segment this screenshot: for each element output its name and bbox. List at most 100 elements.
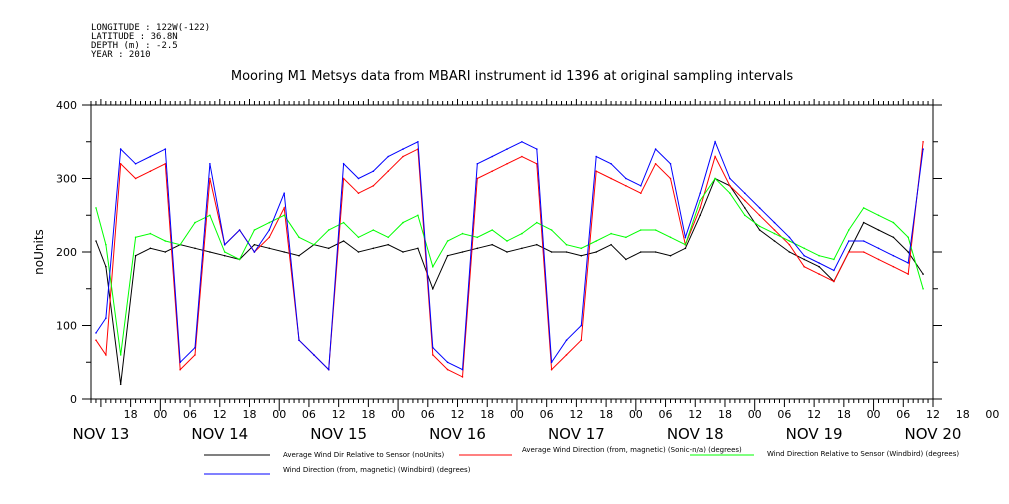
chart-title: Mooring M1 Metsys data from MBARI instru… — [231, 69, 793, 84]
x-day-label: NOV 13 — [72, 425, 129, 443]
series-3-point — [223, 251, 226, 253]
series-3-point — [119, 354, 122, 356]
series-1-point — [119, 383, 122, 386]
series-4-point — [580, 324, 583, 327]
legend-label-2: Average Wind Direction (from, magnetic) … — [522, 446, 742, 454]
series-2-point — [714, 155, 716, 158]
series-3-point — [565, 243, 568, 246]
series-1-point — [699, 214, 701, 217]
series-4-point — [298, 339, 300, 342]
series-3-point — [179, 243, 181, 246]
series-2-point — [610, 177, 612, 180]
series-4-point — [803, 254, 805, 257]
series-4-point — [862, 240, 865, 242]
x-day-label: NOV 14 — [191, 425, 248, 443]
series-3-point — [461, 232, 464, 235]
series-1-point — [298, 254, 300, 257]
series-3-point — [744, 214, 746, 217]
series-2-point — [862, 251, 865, 253]
series-3-point — [164, 240, 167, 242]
series-3-point — [669, 236, 672, 239]
series-3-point — [105, 243, 107, 246]
series-4-point — [654, 148, 657, 150]
series-3-point — [327, 229, 330, 231]
series-2-point — [446, 368, 449, 371]
series-layer — [95, 140, 924, 386]
x-hour-label: 00 — [153, 408, 167, 421]
series-1-point — [536, 243, 538, 246]
series-line-2 — [95, 141, 924, 378]
series-4-point — [105, 317, 107, 319]
series-1-point — [788, 251, 791, 253]
x-hour-label: 06 — [777, 408, 791, 421]
x-hour-label: 12 — [926, 408, 940, 421]
series-3-point — [610, 232, 612, 235]
series-4-point — [283, 192, 286, 194]
series-3-point — [684, 243, 687, 246]
series-4-point — [536, 148, 538, 150]
x-hour-label: 18 — [242, 408, 256, 421]
series-3-point — [268, 221, 271, 224]
series-2-point — [491, 170, 494, 172]
series-4-point — [179, 361, 181, 364]
y-tick-label: 200 — [56, 246, 77, 259]
x-hour-label: 12 — [807, 408, 821, 421]
series-2-point — [744, 199, 746, 202]
series-4-point — [342, 163, 345, 165]
series-4-point — [565, 339, 568, 342]
series-1-point — [744, 207, 746, 209]
x-hour-label: 00 — [629, 408, 643, 421]
series-2-point — [387, 170, 390, 172]
x-hour-label: 18 — [361, 408, 375, 421]
metadata-year: YEAR : 2010 — [91, 50, 151, 60]
x-hour-label: 18 — [837, 408, 851, 421]
series-2-point — [164, 163, 167, 165]
series-line-3 — [95, 177, 924, 355]
series-3-point — [149, 232, 152, 235]
series-4-point — [461, 368, 464, 371]
series-4-point — [788, 236, 791, 239]
x-hour-label: 00 — [985, 408, 999, 421]
series-1-point — [669, 254, 672, 257]
series-2-point — [432, 354, 434, 356]
x-hour-label: 12 — [213, 408, 227, 421]
series-2-point — [922, 141, 924, 143]
x-hour-label: 06 — [896, 408, 910, 421]
series-4-point — [922, 148, 924, 150]
legend-label-4: Wind Direction (from, magnetic) (Windbir… — [283, 466, 471, 474]
series-3-point — [788, 240, 791, 242]
x-hour-label: 12 — [332, 408, 346, 421]
series-1-point — [209, 251, 211, 253]
series-1-point — [818, 265, 820, 268]
series-1-point — [342, 240, 345, 242]
series-1-point — [565, 251, 568, 253]
x-day-label: NOV 19 — [786, 425, 843, 443]
x-hour-label: 18 — [480, 408, 494, 421]
series-4-point — [684, 236, 687, 239]
x-hour-label: 06 — [183, 408, 197, 421]
y-tick-label: 0 — [70, 393, 77, 406]
series-4-point — [164, 148, 167, 150]
series-2-point — [580, 339, 583, 342]
series-2-point — [640, 192, 642, 194]
x-hour-label: 12 — [451, 408, 465, 421]
series-4-point — [550, 361, 553, 364]
series-1-point — [773, 240, 776, 242]
metadata-latitude: LATITUDE : 36.8N — [91, 32, 178, 42]
x-hour-label: 06 — [540, 408, 554, 421]
series-4-point — [699, 192, 701, 194]
series-3-point — [446, 240, 449, 242]
series-4-point — [595, 155, 597, 158]
series-1-point — [194, 247, 196, 250]
series-4-point — [119, 148, 122, 150]
series-4-point — [432, 346, 434, 349]
x-day-label: NOV 15 — [310, 425, 367, 443]
x-hour-label: 06 — [421, 408, 435, 421]
series-4-point — [848, 240, 850, 242]
series-1-point — [134, 254, 137, 257]
x-hour-label: 12 — [569, 408, 583, 421]
x-hour-label: 12 — [688, 408, 702, 421]
series-4-point — [907, 262, 909, 264]
series-2-point — [476, 177, 479, 180]
